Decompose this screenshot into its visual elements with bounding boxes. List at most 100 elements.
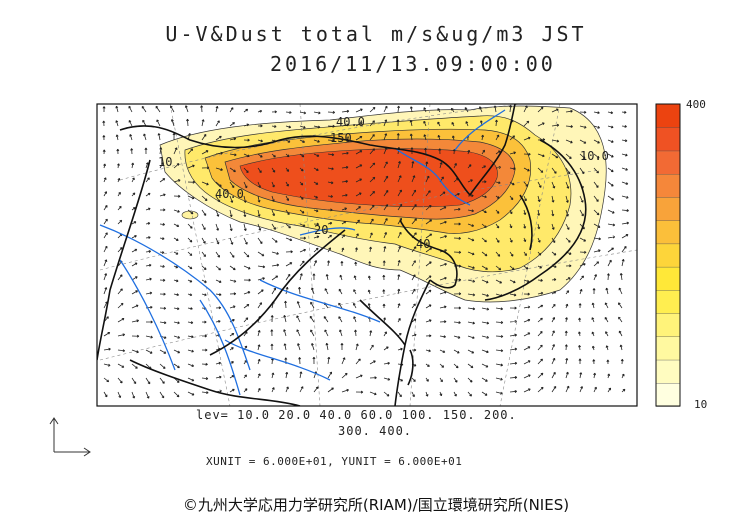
wind-vector bbox=[579, 386, 584, 393]
wind-vector bbox=[425, 334, 432, 338]
wind-vector bbox=[131, 162, 135, 169]
contour-label: 40 bbox=[416, 237, 430, 251]
wind-vector bbox=[367, 289, 371, 295]
wind-vector bbox=[215, 279, 222, 283]
wind-vector bbox=[369, 148, 375, 155]
wind-vector bbox=[621, 153, 628, 157]
wind-vector bbox=[439, 305, 447, 309]
wind-vector bbox=[296, 301, 301, 309]
wind-vector bbox=[621, 195, 629, 199]
wind-vector bbox=[327, 167, 334, 171]
wind-vector bbox=[229, 332, 235, 337]
wind-vector bbox=[296, 329, 301, 337]
wind-vector bbox=[341, 193, 348, 197]
wind-vector bbox=[523, 209, 527, 216]
wind-vector bbox=[369, 176, 376, 183]
contour-levels-line2: 300. 400. bbox=[338, 424, 413, 438]
wind-vector bbox=[128, 120, 133, 127]
wind-vector bbox=[354, 329, 358, 337]
wind-vector bbox=[299, 371, 303, 379]
wind-vector bbox=[509, 151, 516, 155]
wind-vector bbox=[298, 357, 302, 365]
wind-vector bbox=[271, 124, 277, 128]
wind-vector bbox=[215, 265, 221, 271]
wind-vector bbox=[453, 321, 461, 325]
wind-vector bbox=[271, 223, 276, 230]
wind-vector bbox=[509, 293, 517, 297]
wind-vector bbox=[159, 306, 167, 310]
wind-vector bbox=[327, 221, 333, 225]
wind-vector bbox=[159, 193, 166, 197]
wind-vector bbox=[605, 331, 609, 337]
colorbar-segment bbox=[655, 150, 681, 175]
wind-vector bbox=[257, 387, 261, 393]
wind-vector bbox=[509, 181, 515, 186]
wind-vector bbox=[173, 163, 180, 169]
wind-vector bbox=[173, 147, 178, 155]
wind-vector bbox=[271, 287, 277, 295]
wind-vector bbox=[425, 363, 430, 367]
wind-vector bbox=[271, 167, 276, 173]
wind-vector bbox=[257, 330, 261, 337]
wind-vector bbox=[313, 222, 320, 226]
wind-vector bbox=[593, 372, 597, 379]
wind-vector bbox=[424, 147, 428, 155]
wind-vector bbox=[313, 386, 319, 393]
wind-vector bbox=[243, 291, 251, 295]
wind-vector bbox=[509, 390, 518, 393]
wind-vector bbox=[537, 344, 543, 351]
wind-vector bbox=[481, 180, 487, 184]
wind-vector bbox=[607, 259, 612, 267]
wind-vector bbox=[103, 245, 108, 253]
wind-vector bbox=[313, 153, 320, 157]
wind-vector bbox=[382, 260, 386, 267]
wind-vector bbox=[187, 164, 195, 169]
wind-vector bbox=[551, 291, 557, 295]
wind-vector bbox=[201, 377, 209, 380]
wind-vector bbox=[215, 167, 223, 171]
wind-vector bbox=[355, 219, 360, 225]
wind-vector bbox=[509, 237, 513, 243]
wind-vector bbox=[537, 237, 541, 243]
wind-vector bbox=[355, 374, 363, 379]
wind-vector bbox=[551, 357, 556, 365]
wind-vector bbox=[621, 234, 629, 239]
wind-vector bbox=[564, 344, 568, 351]
wind-vector bbox=[173, 237, 179, 241]
wind-vector bbox=[481, 321, 490, 325]
wind-vector bbox=[285, 181, 289, 187]
wind-vector bbox=[285, 209, 290, 216]
wind-vector bbox=[467, 363, 474, 369]
wind-vector bbox=[131, 363, 138, 369]
wind-vector bbox=[131, 248, 138, 253]
wind-vector bbox=[369, 106, 376, 113]
wind-vector bbox=[145, 291, 153, 295]
wind-vector bbox=[338, 288, 343, 295]
wind-vector bbox=[591, 317, 595, 323]
wind-vector bbox=[201, 334, 207, 338]
wind-vector bbox=[145, 320, 153, 324]
wind-vector bbox=[579, 139, 587, 144]
wind-vector bbox=[215, 223, 220, 231]
wind-vector bbox=[215, 181, 222, 187]
contour-label: 10 bbox=[158, 155, 172, 169]
wind-vector bbox=[551, 344, 555, 351]
wind-vector bbox=[355, 122, 363, 127]
wind-vector bbox=[523, 374, 531, 379]
wind-vector bbox=[618, 316, 623, 323]
wind-vector bbox=[537, 331, 543, 337]
wind-vector bbox=[187, 279, 193, 283]
wind-vector bbox=[411, 333, 417, 337]
wind-vector bbox=[327, 260, 330, 267]
wind-vector bbox=[159, 162, 164, 169]
wind-vector bbox=[439, 377, 443, 383]
wind-vector bbox=[103, 259, 108, 267]
wind-vector bbox=[621, 139, 628, 143]
wind-vector bbox=[129, 134, 133, 141]
wind-vector bbox=[593, 153, 600, 159]
wind-vector bbox=[131, 334, 140, 338]
wind-vector bbox=[467, 237, 475, 242]
wind-vector bbox=[397, 161, 401, 169]
wind-vector bbox=[229, 319, 235, 323]
wind-vector bbox=[578, 303, 582, 309]
